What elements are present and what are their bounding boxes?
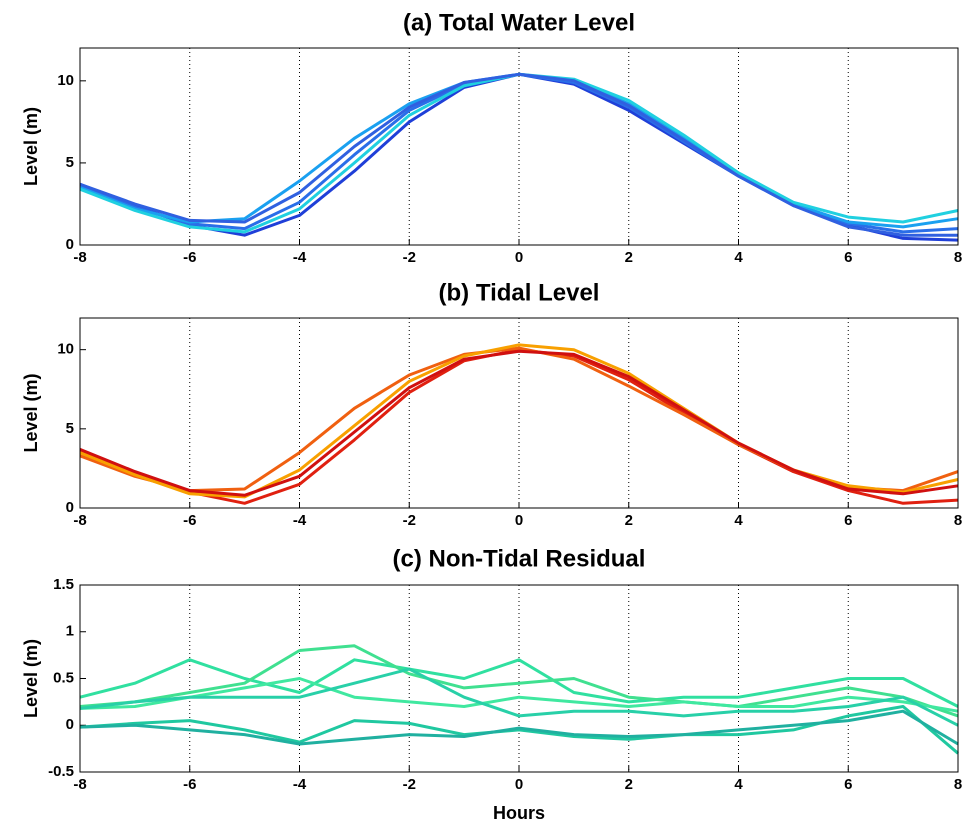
- x-axis-label: Hours: [493, 803, 545, 823]
- x-tick-label: 2: [625, 512, 633, 529]
- x-tick-label: 2: [625, 249, 633, 266]
- data-line: [79, 349, 959, 497]
- y-axis-label: Level (m): [21, 639, 41, 718]
- data-line: [79, 346, 959, 493]
- x-tick-label: 8: [954, 249, 962, 266]
- plot-frame: [79, 47, 959, 246]
- x-tick-label: -4: [293, 512, 307, 529]
- panel-title: (b) Tidal Level: [439, 279, 600, 306]
- x-tick-label: -6: [183, 512, 196, 529]
- x-tick-label: 4: [734, 249, 743, 266]
- y-axis-label: Level (m): [21, 107, 41, 186]
- plot-frame: [79, 584, 959, 773]
- data-line: [79, 677, 959, 713]
- plot-frame: [79, 317, 959, 509]
- x-tick-label: 8: [954, 776, 962, 793]
- x-tick-label: 0: [515, 249, 523, 266]
- x-tick-label: 6: [844, 249, 852, 266]
- x-tick-label: -4: [293, 776, 307, 793]
- x-tick-label: -2: [403, 512, 416, 529]
- x-tick-label: -2: [403, 776, 416, 793]
- y-tick-label: -0.5: [48, 763, 74, 780]
- x-tick-label: 4: [734, 776, 743, 793]
- y-tick-label: 10: [57, 341, 74, 358]
- x-tick-label: -2: [403, 249, 416, 266]
- y-tick-label: 0: [66, 236, 74, 253]
- panel-title: (c) Non-Tidal Residual: [393, 545, 646, 572]
- x-tick-label: -6: [183, 249, 196, 266]
- y-tick-label: 10: [57, 72, 74, 89]
- x-tick-label: -6: [183, 776, 196, 793]
- x-tick-label: -8: [73, 249, 86, 266]
- y-tick-label: 5: [66, 420, 74, 437]
- x-tick-label: -4: [293, 249, 307, 266]
- data-line: [79, 348, 959, 505]
- y-tick-label: 0: [66, 499, 74, 516]
- y-tick-label: 5: [66, 154, 74, 171]
- x-tick-label: 4: [734, 512, 743, 529]
- y-axis-label: Level (m): [21, 373, 41, 452]
- y-tick-label: 0: [66, 716, 74, 733]
- data-line: [79, 658, 959, 708]
- data-line: [79, 644, 959, 718]
- x-tick-label: 6: [844, 776, 852, 793]
- data-line: [79, 709, 959, 746]
- data-line: [79, 667, 959, 727]
- x-tick-label: 8: [954, 512, 962, 529]
- x-tick-label: -8: [73, 512, 86, 529]
- x-tick-label: 2: [625, 776, 633, 793]
- y-tick-label: 0.5: [53, 669, 74, 686]
- data-line: [79, 72, 958, 237]
- x-tick-label: 0: [515, 776, 523, 793]
- x-tick-label: -8: [73, 776, 86, 793]
- panel-title: (a) Total Water Level: [403, 9, 635, 36]
- x-tick-label: 0: [515, 512, 523, 529]
- x-tick-label: 6: [844, 512, 852, 529]
- y-tick-label: 1: [66, 623, 74, 640]
- y-tick-label: 1.5: [53, 576, 74, 593]
